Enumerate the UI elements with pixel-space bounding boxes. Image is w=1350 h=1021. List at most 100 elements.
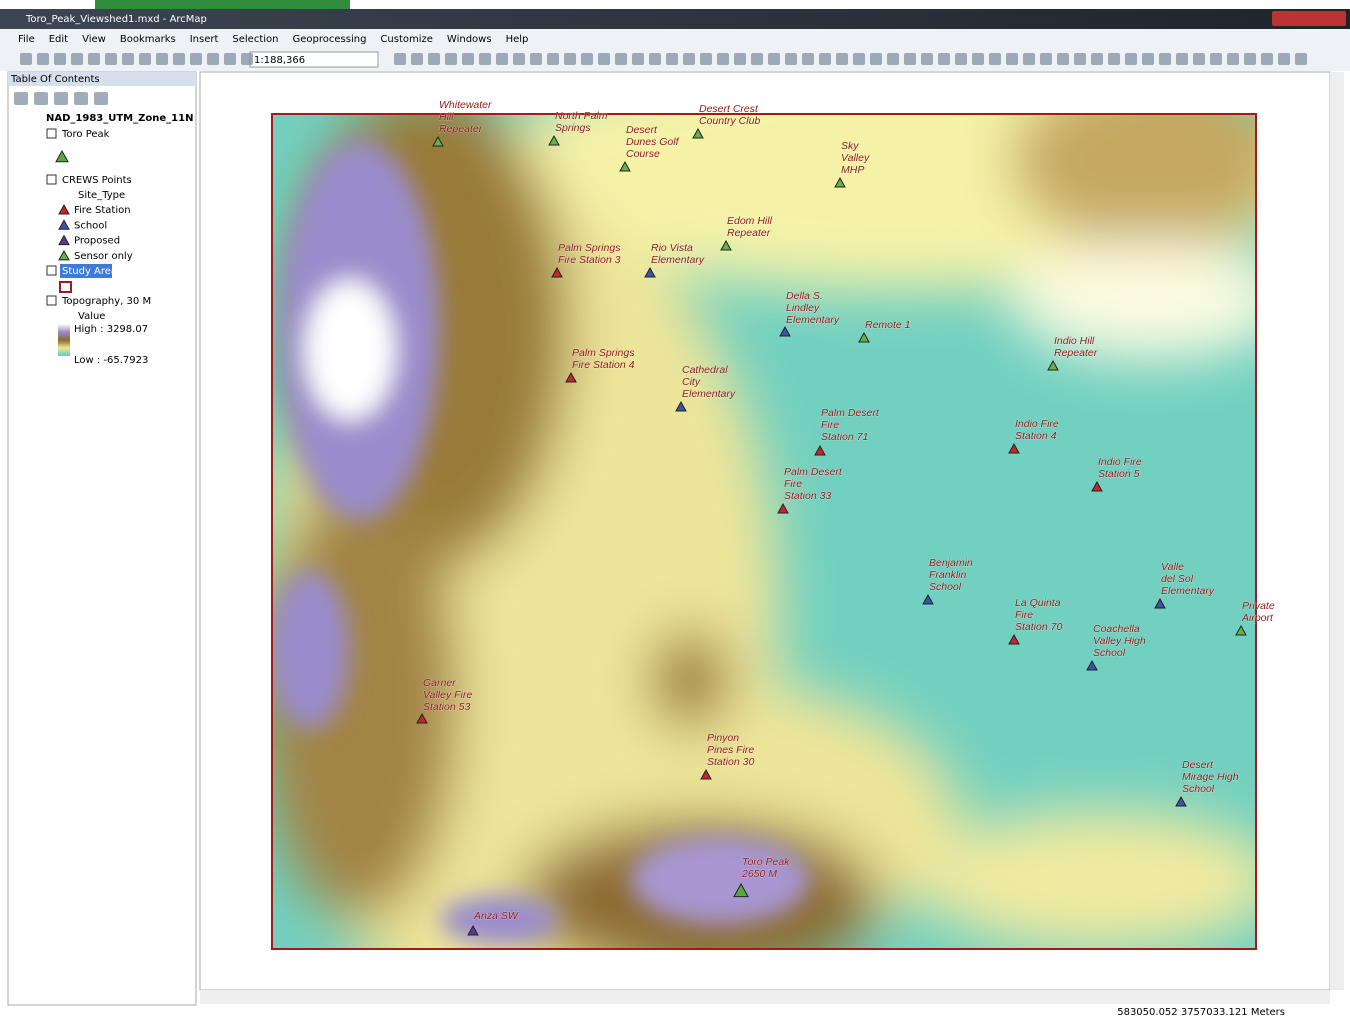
- toolbar-icon[interactable]: [717, 53, 729, 65]
- toolbar-icon[interactable]: [496, 53, 508, 65]
- toolbar-icon[interactable]: [938, 53, 950, 65]
- toolbar-icon[interactable]: [734, 53, 746, 65]
- toolbar-icon[interactable]: [904, 53, 916, 65]
- toolbar-icon[interactable]: [479, 53, 491, 65]
- toolbar-icon[interactable]: [802, 53, 814, 65]
- toolbar-icon[interactable]: [700, 53, 712, 65]
- toc-tool-icon[interactable]: [74, 92, 88, 105]
- toolbar-icon[interactable]: [887, 53, 899, 65]
- toolbar-icon[interactable]: [20, 53, 32, 65]
- toolbar-icon[interactable]: [122, 53, 134, 65]
- toolbar-icon[interactable]: [88, 53, 100, 65]
- menu-item[interactable]: Selection: [232, 34, 278, 45]
- toc-symbol: [58, 219, 70, 230]
- checkbox[interactable]: [46, 174, 57, 185]
- toolbar-icon[interactable]: [428, 53, 440, 65]
- map-label: Hill: [439, 111, 454, 123]
- toolbar-icon[interactable]: [955, 53, 967, 65]
- menu-item[interactable]: Windows: [447, 34, 492, 45]
- toolbar-icon[interactable]: [224, 53, 236, 65]
- menu-item[interactable]: Edit: [49, 34, 68, 45]
- toolbar-icon[interactable]: [37, 53, 49, 65]
- toolbar-icon[interactable]: [1193, 53, 1205, 65]
- toolbar-icon[interactable]: [921, 53, 933, 65]
- toolbar-icon[interactable]: [139, 53, 151, 65]
- checkbox[interactable]: [46, 128, 57, 139]
- toolbar-icon[interactable]: [513, 53, 525, 65]
- v-scrollbar[interactable]: [1330, 72, 1344, 990]
- toolbar-icon[interactable]: [1091, 53, 1103, 65]
- toolbar-icon[interactable]: [207, 53, 219, 65]
- toolbar-icon[interactable]: [190, 53, 202, 65]
- toolbar-icon[interactable]: [1006, 53, 1018, 65]
- site-point: [922, 593, 934, 605]
- h-scrollbar[interactable]: [200, 990, 1330, 1004]
- toolbar-icon[interactable]: [615, 53, 627, 65]
- toolbar-icon[interactable]: [1125, 53, 1137, 65]
- toolbar-icon[interactable]: [989, 53, 1001, 65]
- menu-item[interactable]: Bookmarks: [120, 34, 176, 45]
- toolbar-icon[interactable]: [598, 53, 610, 65]
- toolbar-icon[interactable]: [1057, 53, 1069, 65]
- toolbar-icon[interactable]: [1040, 53, 1052, 65]
- toolbar-icon[interactable]: [241, 53, 253, 65]
- toolbar-icon[interactable]: [581, 53, 593, 65]
- checkbox[interactable]: [46, 295, 57, 306]
- toolbar-icon[interactable]: [1210, 53, 1222, 65]
- toolbar-icon[interactable]: [1227, 53, 1239, 65]
- toc-tool-icon[interactable]: [94, 92, 108, 105]
- toolbar-icon[interactable]: [751, 53, 763, 65]
- toolbar-icon[interactable]: [683, 53, 695, 65]
- toolbar-icon[interactable]: [666, 53, 678, 65]
- toolbar-icon[interactable]: [1159, 53, 1171, 65]
- toolbar-icon[interactable]: [1108, 53, 1120, 65]
- toolbar-icon[interactable]: [649, 53, 661, 65]
- map-label: Country Club: [699, 115, 760, 127]
- menu-item[interactable]: View: [82, 34, 106, 45]
- toolbar-icon[interactable]: [1176, 53, 1188, 65]
- toolbar-icon[interactable]: [462, 53, 474, 65]
- toolbar-icon[interactable]: [1142, 53, 1154, 65]
- toolbar-icon[interactable]: [54, 53, 66, 65]
- menu-item[interactable]: File: [18, 34, 35, 45]
- menu-item[interactable]: Customize: [380, 34, 433, 45]
- toolbar-icon[interactable]: [819, 53, 831, 65]
- toc-tool-icon[interactable]: [34, 92, 48, 105]
- map-label: Station 30: [707, 756, 754, 768]
- toolbar-icon[interactable]: [768, 53, 780, 65]
- toolbar-icon[interactable]: [564, 53, 576, 65]
- toolbar-icon[interactable]: [1244, 53, 1256, 65]
- toc-tool-icon[interactable]: [54, 92, 68, 105]
- toolbar-icon[interactable]: [972, 53, 984, 65]
- window-controls[interactable]: [1272, 11, 1346, 26]
- toolbar-icon[interactable]: [394, 53, 406, 65]
- toolbar-icon[interactable]: [836, 53, 848, 65]
- map-label: Airport: [1241, 612, 1274, 624]
- toolbar-icon[interactable]: [1074, 53, 1086, 65]
- toolbar-icon[interactable]: [870, 53, 882, 65]
- toc-ramp: [58, 324, 70, 356]
- menu-item[interactable]: Geoprocessing: [293, 34, 367, 45]
- map-label: Elementary: [786, 314, 840, 326]
- toolbar-icon[interactable]: [173, 53, 185, 65]
- toolbar-icon[interactable]: [105, 53, 117, 65]
- toolbar-icon[interactable]: [632, 53, 644, 65]
- menu-item[interactable]: Insert: [190, 34, 219, 45]
- site-point: [834, 176, 846, 188]
- checkbox[interactable]: [46, 265, 57, 276]
- toolbar-icon[interactable]: [156, 53, 168, 65]
- toolbar-icon[interactable]: [853, 53, 865, 65]
- toolbar-icon[interactable]: [71, 53, 83, 65]
- toc-tool-icon[interactable]: [14, 92, 28, 105]
- toolbar-icon[interactable]: [1278, 53, 1290, 65]
- toolbar-icon[interactable]: [530, 53, 542, 65]
- map-label: Palm Springs: [558, 242, 621, 254]
- toolbar-icon[interactable]: [1295, 53, 1307, 65]
- toolbar-icon[interactable]: [1023, 53, 1035, 65]
- toolbar-icon[interactable]: [411, 53, 423, 65]
- toolbar-icon[interactable]: [785, 53, 797, 65]
- toolbar-icon[interactable]: [445, 53, 457, 65]
- menu-item[interactable]: Help: [506, 34, 529, 45]
- toolbar-icon[interactable]: [547, 53, 559, 65]
- toolbar-icon[interactable]: [1261, 53, 1273, 65]
